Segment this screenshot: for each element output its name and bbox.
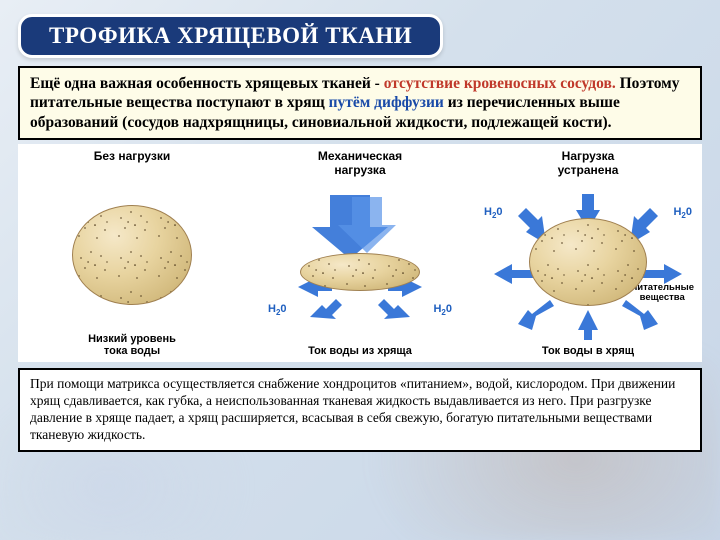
panel-title: Механическаянагрузка (318, 150, 402, 178)
explanation-box: При помощи матрикса осуществляется снабж… (18, 368, 702, 452)
accent-text: путём диффузии (329, 94, 444, 111)
h2o-label: H20 (484, 206, 503, 220)
panel-no-load: Без нагрузки Низкий уровеньтока воды (18, 144, 246, 362)
panel-caption: Ток воды из хряща (308, 345, 412, 358)
slide-title: ТРОФИКА ХРЯЩЕВОЙ ТКАНИ (18, 14, 443, 58)
panel-title: Нагрузкаустранена (558, 150, 619, 178)
cartilage-disc-icon (72, 205, 192, 305)
panel-title: Без нагрузки (94, 150, 171, 178)
cartilage-disc-inflating-icon (529, 218, 647, 306)
h2o-label: H20 (433, 303, 452, 317)
cartilage-disc-compressed-icon (300, 253, 420, 291)
panel-caption: Низкий уровеньтока воды (88, 333, 176, 358)
intro-box: Ещё одна важная особенность хрящевых тка… (18, 66, 702, 140)
accent-text: отсутствие кровеносных сосудов. (384, 75, 616, 92)
h2o-label: H20 (673, 206, 692, 220)
panel-load-removed: Нагрузкаустранена H20 H20 Питательныевещ… (474, 144, 702, 362)
diagram: Без нагрузки Низкий уровеньтока воды Мех… (18, 144, 702, 362)
text: Ещё одна важная особенность хрящевых тка… (30, 75, 384, 92)
panel-mechanical-load: Механическаянагрузка H20 H20 Ток воды из… (246, 144, 474, 362)
h2o-label: H20 (268, 303, 287, 317)
panel-caption: Ток воды в хрящ (542, 345, 634, 358)
